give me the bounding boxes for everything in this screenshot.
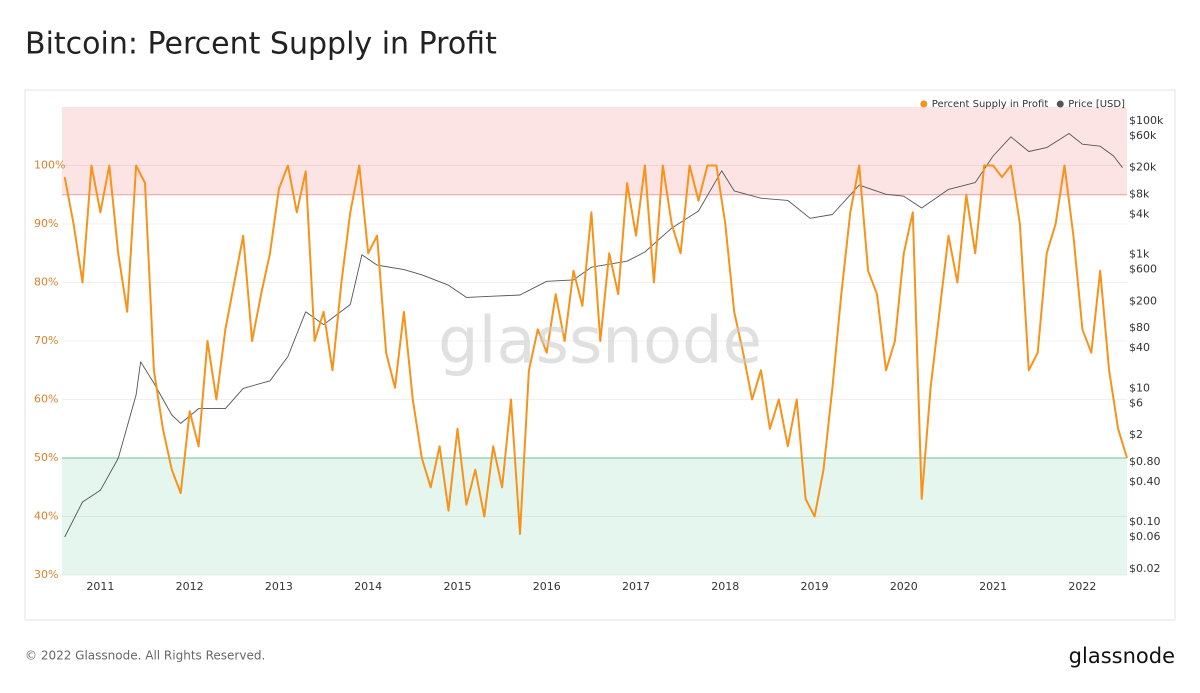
y-tick-label: 40% [34,510,58,523]
zone-band [62,458,1127,575]
y-tick-label: 50% [34,451,58,464]
legend-label: Price [USD] [1068,99,1125,110]
legend-label: Percent Supply in Profit [932,99,1049,110]
x-tick-label: 2020 [890,580,918,593]
supply-line [63,164,1128,535]
y2-tick-label: $0.80 [1129,455,1161,468]
y2-tick-label: $40 [1129,341,1150,354]
y2-tick-label: $0.02 [1129,562,1161,575]
price-line [64,133,1123,538]
y2-tick-label: $0.06 [1129,530,1161,543]
x-tick-label: 2016 [533,580,561,593]
x-tick-label: 2015 [443,580,471,593]
y-tick-label: 90% [34,217,58,230]
y2-tick-label: $80 [1129,321,1150,334]
y-tick-label: 100% [34,159,65,172]
y-tick-label: 60% [34,393,58,406]
chart-title: Bitcoin: Percent Supply in Profit [25,27,497,62]
y2-tick-label: $0.40 [1129,475,1161,488]
y2-tick-label: $200 [1129,294,1157,307]
y2-tick-label: $20k [1129,161,1157,174]
y-tick-label: 30% [34,568,58,581]
x-tick-label: 2011 [86,580,114,593]
y2-tick-label: $60k [1129,129,1157,142]
y2-tick-label: $6 [1129,396,1143,409]
y2-tick-label: $600 [1129,263,1157,276]
x-tick-label: 2022 [1068,580,1096,593]
chart-frame [24,89,1176,621]
y2-tick-label: $100k [1129,114,1164,127]
watermark: glassnode [438,305,762,379]
brand-logo: glassnode [1069,644,1175,668]
x-tick-label: 2018 [711,580,739,593]
y-tick-label: 70% [34,334,58,347]
x-tick-label: 2012 [176,580,204,593]
x-tick-label: 2019 [801,580,829,593]
x-tick-label: 2013 [265,580,293,593]
zone-band [62,107,1127,195]
y2-tick-label: $1k [1129,248,1150,261]
y2-tick-label: $8k [1129,187,1150,200]
x-tick-label: 2021 [979,580,1007,593]
y-tick-label: 80% [34,276,58,289]
legend-swatch [920,100,928,108]
y2-tick-label: $10 [1129,381,1150,394]
y2-tick-label: $4k [1129,207,1150,220]
footer: © 2022 Glassnode. All Rights Reserved. [25,649,265,663]
y2-tick-label: $2 [1129,428,1143,441]
legend-swatch [1056,100,1064,108]
x-tick-label: 2014 [354,580,382,593]
y2-tick-label: $0.10 [1129,515,1161,528]
x-tick-label: 2017 [622,580,650,593]
